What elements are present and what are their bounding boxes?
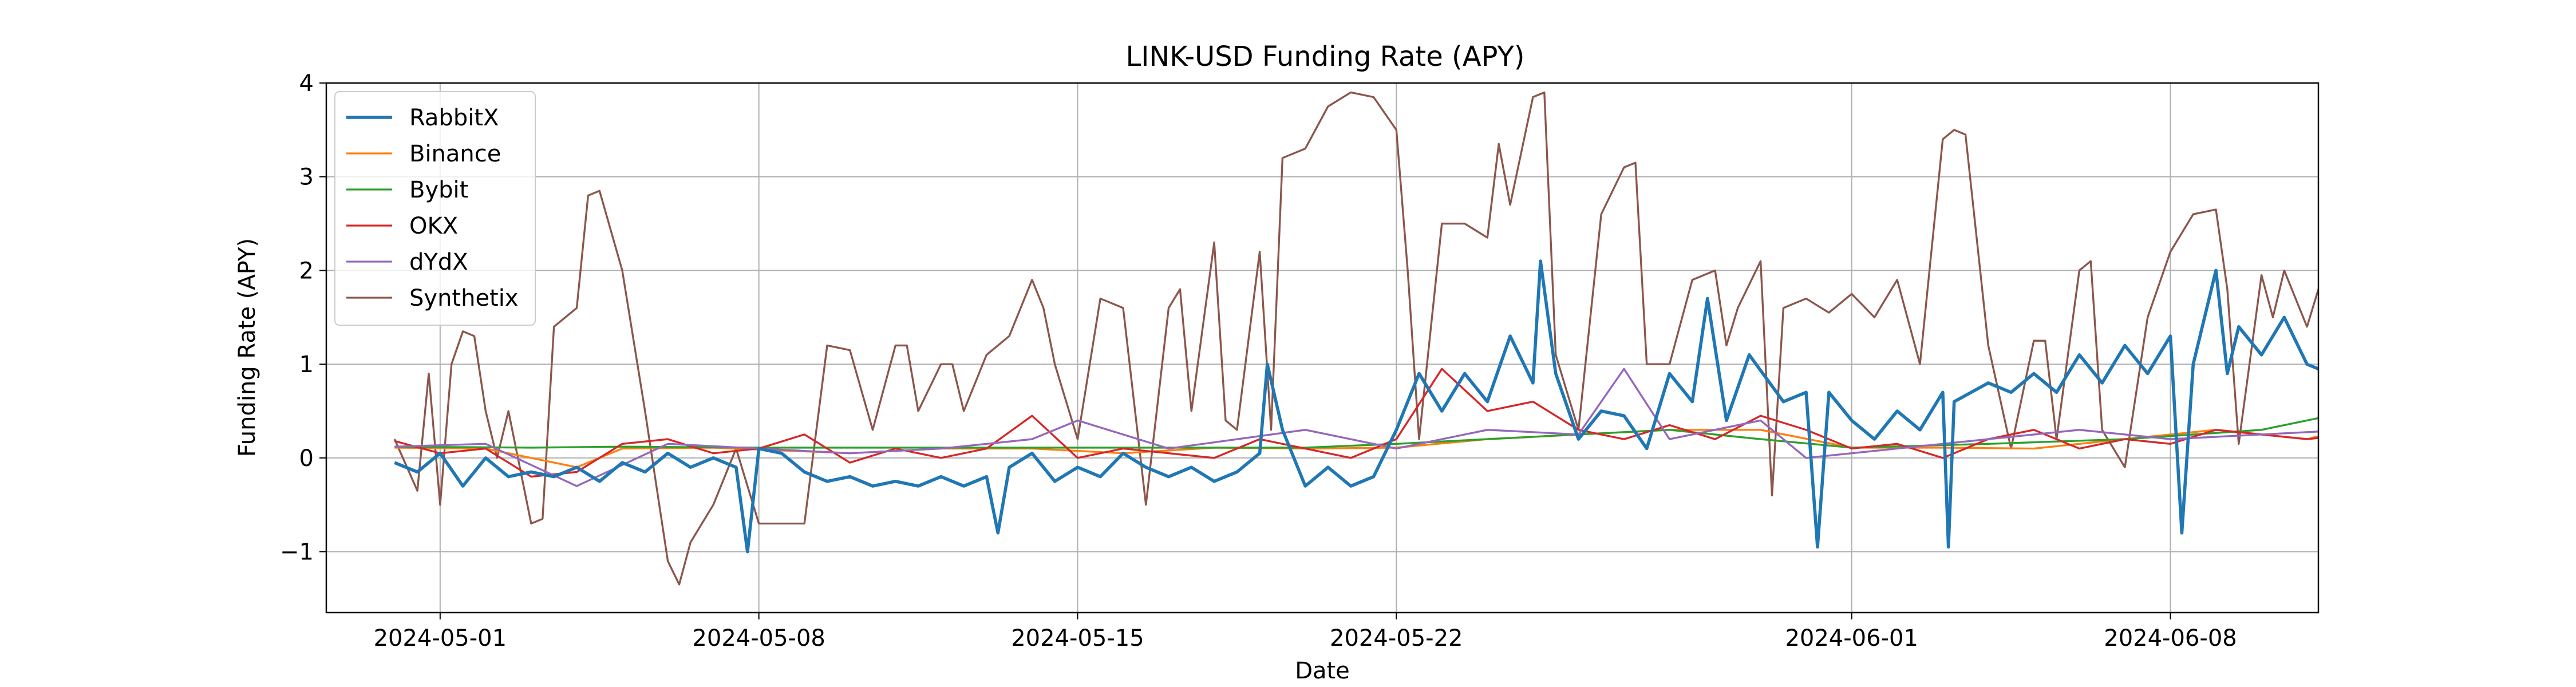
x-tick-label: 2024-06-08 [2104,625,2237,652]
x-tick-label: 2024-05-01 [374,625,507,652]
y-tick-label: −1 [280,539,314,566]
legend-box [334,91,536,326]
legend-label-dydx: dYdX [409,249,468,275]
gridlines [326,82,2318,613]
y-tick-label: 2 [299,258,314,284]
y-tick-label: 0 [299,445,314,472]
series-line-binance [394,429,2318,468]
x-tick-label: 2024-05-22 [1330,625,1463,652]
series-line-dydx [394,368,2318,487]
y-tick-label: 4 [299,70,314,97]
x-tick-label: 2024-06-01 [1785,625,1918,652]
legend: RabbitX Binance Bybit OKX dYdX Synthetix [334,91,536,326]
plot-frame [325,82,2320,614]
legend-label-bybit: Bybit [409,177,468,203]
chart-title: LINK-USD Funding Rate (APY) [1126,41,1525,73]
x-tick-label: 2024-05-15 [1011,625,1144,652]
series-lines [393,91,2318,586]
series-line-synthetix [393,91,2318,586]
legend-label-binance: Binance [409,141,501,167]
legend-label-okx: OKX [409,213,458,239]
x-axis-label: Date [1295,658,1350,684]
legend-label-synthetix: Synthetix [409,285,519,311]
legend-label-rabbitx: RabbitX [409,105,499,131]
y-tick-label: 1 [299,352,314,378]
axis-ticks: 2024-05-01 2024-05-08 2024-05-15 2024-05-22… [280,70,2237,652]
x-tick-label: 2024-05-08 [692,625,825,652]
y-axis-label: Funding Rate (APY) [234,238,260,457]
y-tick-label: 3 [299,164,314,191]
series-line-rabbitx [394,259,2318,554]
